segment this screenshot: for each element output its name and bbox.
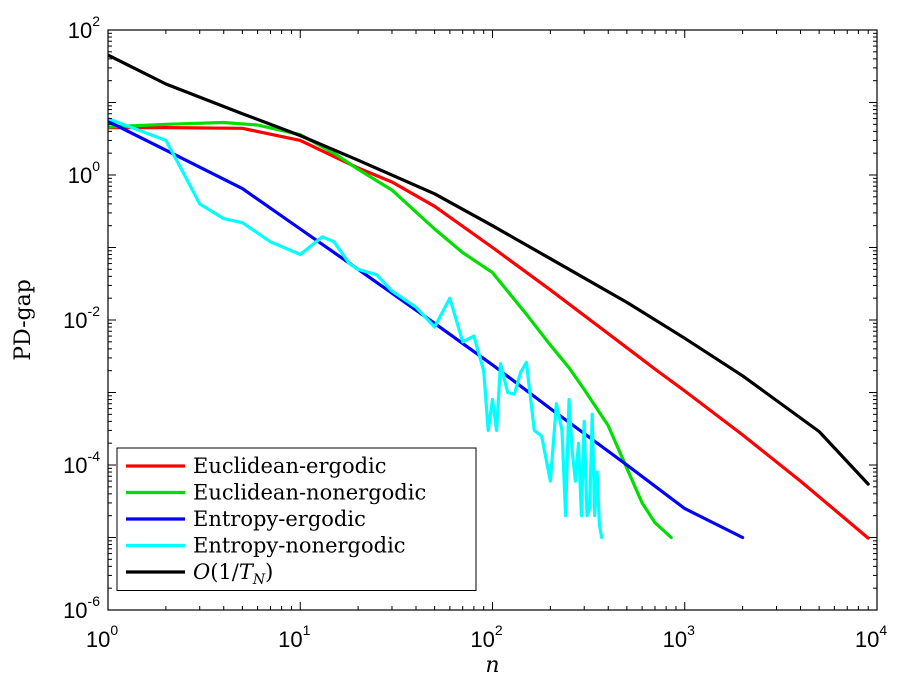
legend-label: O(1/TN) [193, 560, 273, 588]
series-line-4 [108, 116, 604, 540]
legend-label: Entropy-nonergodic [193, 534, 406, 558]
x-tick-label: 104 [855, 622, 887, 652]
series-line-5 [108, 53, 870, 486]
y-tick-label: 10-6 [63, 593, 100, 623]
legend-label: Entropy-ergodic [193, 507, 366, 531]
y-tick-label: 10-2 [63, 303, 100, 333]
y-tick-label: 100 [68, 158, 100, 188]
series-line-1 [108, 125, 870, 540]
legend-label: Euclidean-nonergodic [193, 481, 426, 505]
y-axis-title: PD-gap [11, 279, 36, 361]
x-tick-label: 102 [470, 622, 502, 652]
y-tick-label: 102 [68, 13, 100, 43]
x-tick-label: 100 [86, 622, 118, 652]
legend-label: Euclidean-ergodic [193, 454, 387, 478]
x-tick-label: 103 [663, 622, 695, 652]
series-line-3 [108, 119, 745, 540]
x-axis-title: n [485, 653, 499, 677]
x-tick-label: 101 [278, 622, 310, 652]
y-tick-label: 10-4 [63, 448, 100, 478]
